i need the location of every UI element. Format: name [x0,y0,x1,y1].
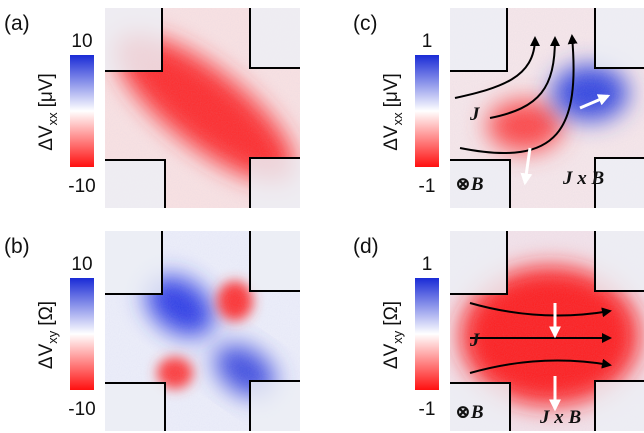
contact-pad [250,381,300,431]
force-arrow [579,94,611,110]
colorbar-max: 10 [71,31,92,52]
force-label: J x B [539,407,581,428]
contact-pad [250,231,300,291]
field-label: ⊗B [455,402,484,423]
unit: [Ω] [381,301,402,326]
colorbar [70,55,94,167]
axis-label: ΔVxx [μV] [381,73,405,151]
panel-label: (c) [353,12,378,35]
quantity: ΔV [36,125,57,151]
map [105,231,300,431]
colorbar-min: -10 [68,176,95,197]
panel: (d) 1 -1 ΔVxy [Ω] J J x B ⊗B [353,231,644,431]
colorbar-max: 1 [422,254,433,275]
current-line [469,358,612,374]
subscript: xy [390,330,405,344]
hall-bar-outline [105,8,300,208]
colorbar-min: -1 [419,399,436,420]
panel: (b) 10 -10 ΔVxy [Ω] [4,231,300,431]
force-label: J x B [562,168,604,189]
contact-pad [450,231,507,294]
current-line [489,36,560,119]
contact-pad [595,158,644,208]
axis-label: ΔVxx [μV] [36,73,60,151]
contact-pad [250,8,300,68]
current-line [459,34,578,154]
current-line [469,302,612,318]
hall-bar-outline [105,231,300,431]
contact-pad [450,160,510,208]
contact-pad [105,160,165,208]
current-line [454,36,540,99]
contact-pad [105,8,162,71]
field-label: ⊗B [455,174,484,195]
colorbar [415,278,439,390]
unit: [μV] [381,73,402,107]
axis-label: ΔVxy [Ω] [381,301,405,369]
contact-pad [595,231,644,291]
colorbar [415,55,439,167]
contact-pad [250,158,300,208]
panel: (a) 10 -10 ΔVxx [μV] [4,8,300,208]
force-arrow [520,147,533,186]
colorbar [70,278,94,390]
map [450,231,644,431]
contact-pad [450,8,507,71]
contact-pad [450,383,510,431]
quantity: ΔV [36,343,57,369]
contact-pad [595,381,644,431]
current-label: J [469,104,480,125]
quantity: ΔV [381,343,402,369]
contact-pad [105,383,165,431]
hall-bar-outline [450,231,644,431]
panel-label: (b) [4,235,30,258]
hall-bar-outline [450,8,644,208]
panel: (c) 1 -1 ΔVxx [μV] J J x B ⊗B [353,8,644,208]
quantity: ΔV [381,125,402,151]
colorbar-max: 1 [422,31,433,52]
map [450,8,644,208]
colorbar-max: 10 [71,254,92,275]
subscript: xy [45,330,60,344]
subscript: xx [390,112,405,126]
axis-label: ΔVxy [Ω] [36,301,60,369]
current-label: J [469,330,480,351]
unit: [μV] [36,73,57,107]
panel-label: (a) [4,12,30,35]
colorbar-min: -10 [68,399,95,420]
subscript: xx [45,112,60,126]
panel-label: (d) [353,235,379,258]
map [105,8,300,208]
unit: [Ω] [36,301,57,326]
colorbar-min: -1 [419,176,436,197]
contact-pad [595,8,644,68]
contact-pad [105,231,162,294]
